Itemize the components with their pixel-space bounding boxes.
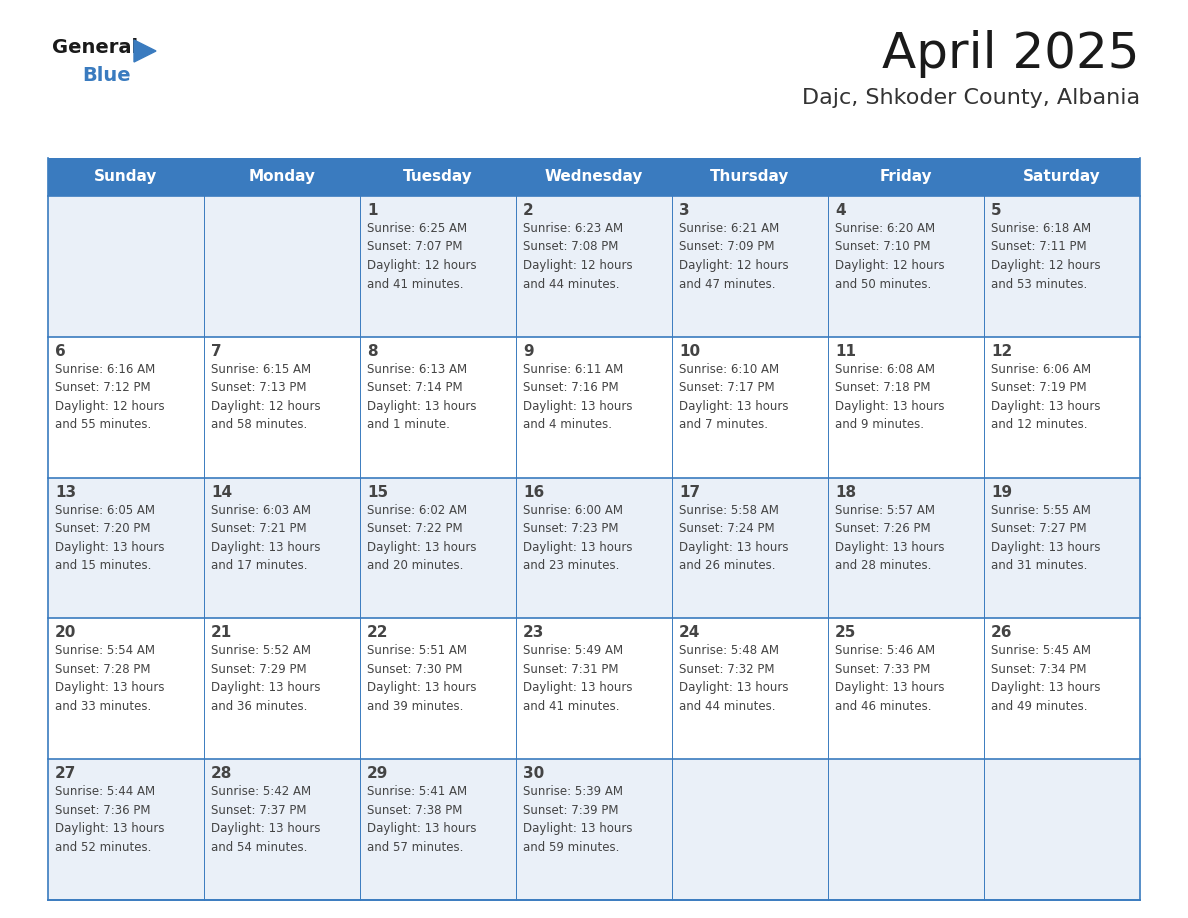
- Text: 18: 18: [835, 485, 857, 499]
- Text: Sunrise: 5:52 AM
Sunset: 7:29 PM
Daylight: 13 hours
and 36 minutes.: Sunrise: 5:52 AM Sunset: 7:29 PM Dayligh…: [211, 644, 321, 713]
- Bar: [48, 759, 1140, 900]
- Text: Sunrise: 5:39 AM
Sunset: 7:39 PM
Daylight: 13 hours
and 59 minutes.: Sunrise: 5:39 AM Sunset: 7:39 PM Dayligh…: [523, 785, 632, 854]
- Text: 4: 4: [835, 203, 846, 218]
- Text: Friday: Friday: [879, 170, 933, 185]
- Text: Sunrise: 5:57 AM
Sunset: 7:26 PM
Daylight: 13 hours
and 28 minutes.: Sunrise: 5:57 AM Sunset: 7:26 PM Dayligh…: [835, 504, 944, 572]
- Text: General: General: [52, 38, 138, 57]
- Text: 3: 3: [680, 203, 689, 218]
- Text: Sunrise: 6:25 AM
Sunset: 7:07 PM
Daylight: 12 hours
and 41 minutes.: Sunrise: 6:25 AM Sunset: 7:07 PM Dayligh…: [367, 222, 476, 290]
- Text: Sunrise: 5:41 AM
Sunset: 7:38 PM
Daylight: 13 hours
and 57 minutes.: Sunrise: 5:41 AM Sunset: 7:38 PM Dayligh…: [367, 785, 476, 854]
- Text: 9: 9: [523, 344, 533, 359]
- Text: Sunrise: 5:55 AM
Sunset: 7:27 PM
Daylight: 13 hours
and 31 minutes.: Sunrise: 5:55 AM Sunset: 7:27 PM Dayligh…: [991, 504, 1100, 572]
- Text: Sunrise: 5:42 AM
Sunset: 7:37 PM
Daylight: 13 hours
and 54 minutes.: Sunrise: 5:42 AM Sunset: 7:37 PM Dayligh…: [211, 785, 321, 854]
- Text: Thursday: Thursday: [710, 170, 790, 185]
- Bar: [48, 196, 1140, 337]
- Text: 7: 7: [211, 344, 222, 359]
- Text: Monday: Monday: [248, 170, 316, 185]
- Text: Sunrise: 6:20 AM
Sunset: 7:10 PM
Daylight: 12 hours
and 50 minutes.: Sunrise: 6:20 AM Sunset: 7:10 PM Dayligh…: [835, 222, 944, 290]
- Text: 2: 2: [523, 203, 533, 218]
- Bar: [48, 158, 204, 196]
- Bar: [516, 158, 672, 196]
- Text: 6: 6: [55, 344, 65, 359]
- Text: Sunrise: 6:02 AM
Sunset: 7:22 PM
Daylight: 13 hours
and 20 minutes.: Sunrise: 6:02 AM Sunset: 7:22 PM Dayligh…: [367, 504, 476, 572]
- Text: 30: 30: [523, 767, 544, 781]
- Text: 24: 24: [680, 625, 701, 641]
- Text: Sunrise: 6:08 AM
Sunset: 7:18 PM
Daylight: 13 hours
and 9 minutes.: Sunrise: 6:08 AM Sunset: 7:18 PM Dayligh…: [835, 363, 944, 431]
- Text: 8: 8: [367, 344, 378, 359]
- Bar: [672, 158, 828, 196]
- Text: 21: 21: [211, 625, 232, 641]
- Bar: [360, 158, 516, 196]
- Text: 12: 12: [991, 344, 1012, 359]
- Text: 15: 15: [367, 485, 388, 499]
- Text: 14: 14: [211, 485, 232, 499]
- Text: 20: 20: [55, 625, 76, 641]
- Bar: [828, 158, 984, 196]
- Text: 22: 22: [367, 625, 388, 641]
- Text: Dajc, Shkoder County, Albania: Dajc, Shkoder County, Albania: [802, 88, 1140, 108]
- Text: 5: 5: [991, 203, 1001, 218]
- Text: Sunrise: 5:44 AM
Sunset: 7:36 PM
Daylight: 13 hours
and 52 minutes.: Sunrise: 5:44 AM Sunset: 7:36 PM Dayligh…: [55, 785, 164, 854]
- Text: Sunrise: 6:23 AM
Sunset: 7:08 PM
Daylight: 12 hours
and 44 minutes.: Sunrise: 6:23 AM Sunset: 7:08 PM Dayligh…: [523, 222, 633, 290]
- Text: 23: 23: [523, 625, 544, 641]
- Text: Blue: Blue: [82, 66, 131, 85]
- Bar: [984, 158, 1140, 196]
- Text: 13: 13: [55, 485, 76, 499]
- Text: Sunrise: 6:13 AM
Sunset: 7:14 PM
Daylight: 13 hours
and 1 minute.: Sunrise: 6:13 AM Sunset: 7:14 PM Dayligh…: [367, 363, 476, 431]
- Text: Sunrise: 5:49 AM
Sunset: 7:31 PM
Daylight: 13 hours
and 41 minutes.: Sunrise: 5:49 AM Sunset: 7:31 PM Dayligh…: [523, 644, 632, 713]
- Bar: [204, 158, 360, 196]
- Text: Sunrise: 6:18 AM
Sunset: 7:11 PM
Daylight: 12 hours
and 53 minutes.: Sunrise: 6:18 AM Sunset: 7:11 PM Dayligh…: [991, 222, 1100, 290]
- Text: Sunrise: 6:16 AM
Sunset: 7:12 PM
Daylight: 12 hours
and 55 minutes.: Sunrise: 6:16 AM Sunset: 7:12 PM Dayligh…: [55, 363, 165, 431]
- Text: 10: 10: [680, 344, 700, 359]
- Text: 19: 19: [991, 485, 1012, 499]
- Text: 1: 1: [367, 203, 378, 218]
- Text: 16: 16: [523, 485, 544, 499]
- Text: Sunrise: 6:00 AM
Sunset: 7:23 PM
Daylight: 13 hours
and 23 minutes.: Sunrise: 6:00 AM Sunset: 7:23 PM Dayligh…: [523, 504, 632, 572]
- Text: Sunrise: 6:21 AM
Sunset: 7:09 PM
Daylight: 12 hours
and 47 minutes.: Sunrise: 6:21 AM Sunset: 7:09 PM Dayligh…: [680, 222, 789, 290]
- Text: 28: 28: [211, 767, 233, 781]
- Text: April 2025: April 2025: [883, 30, 1140, 78]
- Text: 29: 29: [367, 767, 388, 781]
- Text: 26: 26: [991, 625, 1012, 641]
- Text: Sunrise: 5:48 AM
Sunset: 7:32 PM
Daylight: 13 hours
and 44 minutes.: Sunrise: 5:48 AM Sunset: 7:32 PM Dayligh…: [680, 644, 789, 713]
- Text: 27: 27: [55, 767, 76, 781]
- Text: Wednesday: Wednesday: [545, 170, 643, 185]
- Text: 17: 17: [680, 485, 700, 499]
- Polygon shape: [134, 40, 156, 62]
- Text: 25: 25: [835, 625, 857, 641]
- Bar: [48, 477, 1140, 619]
- Text: Sunrise: 6:10 AM
Sunset: 7:17 PM
Daylight: 13 hours
and 7 minutes.: Sunrise: 6:10 AM Sunset: 7:17 PM Dayligh…: [680, 363, 789, 431]
- Text: Sunrise: 6:03 AM
Sunset: 7:21 PM
Daylight: 13 hours
and 17 minutes.: Sunrise: 6:03 AM Sunset: 7:21 PM Dayligh…: [211, 504, 321, 572]
- Text: Tuesday: Tuesday: [403, 170, 473, 185]
- Text: Sunrise: 6:15 AM
Sunset: 7:13 PM
Daylight: 12 hours
and 58 minutes.: Sunrise: 6:15 AM Sunset: 7:13 PM Dayligh…: [211, 363, 321, 431]
- Text: Saturday: Saturday: [1023, 170, 1101, 185]
- Text: Sunrise: 6:06 AM
Sunset: 7:19 PM
Daylight: 13 hours
and 12 minutes.: Sunrise: 6:06 AM Sunset: 7:19 PM Dayligh…: [991, 363, 1100, 431]
- Text: Sunrise: 6:11 AM
Sunset: 7:16 PM
Daylight: 13 hours
and 4 minutes.: Sunrise: 6:11 AM Sunset: 7:16 PM Dayligh…: [523, 363, 632, 431]
- Text: Sunrise: 5:45 AM
Sunset: 7:34 PM
Daylight: 13 hours
and 49 minutes.: Sunrise: 5:45 AM Sunset: 7:34 PM Dayligh…: [991, 644, 1100, 713]
- Text: 11: 11: [835, 344, 857, 359]
- Text: Sunday: Sunday: [94, 170, 158, 185]
- Text: Sunrise: 5:46 AM
Sunset: 7:33 PM
Daylight: 13 hours
and 46 minutes.: Sunrise: 5:46 AM Sunset: 7:33 PM Dayligh…: [835, 644, 944, 713]
- Text: Sunrise: 6:05 AM
Sunset: 7:20 PM
Daylight: 13 hours
and 15 minutes.: Sunrise: 6:05 AM Sunset: 7:20 PM Dayligh…: [55, 504, 164, 572]
- Text: Sunrise: 5:54 AM
Sunset: 7:28 PM
Daylight: 13 hours
and 33 minutes.: Sunrise: 5:54 AM Sunset: 7:28 PM Dayligh…: [55, 644, 164, 713]
- Bar: [48, 337, 1140, 477]
- Bar: [48, 619, 1140, 759]
- Text: Sunrise: 5:58 AM
Sunset: 7:24 PM
Daylight: 13 hours
and 26 minutes.: Sunrise: 5:58 AM Sunset: 7:24 PM Dayligh…: [680, 504, 789, 572]
- Text: Sunrise: 5:51 AM
Sunset: 7:30 PM
Daylight: 13 hours
and 39 minutes.: Sunrise: 5:51 AM Sunset: 7:30 PM Dayligh…: [367, 644, 476, 713]
